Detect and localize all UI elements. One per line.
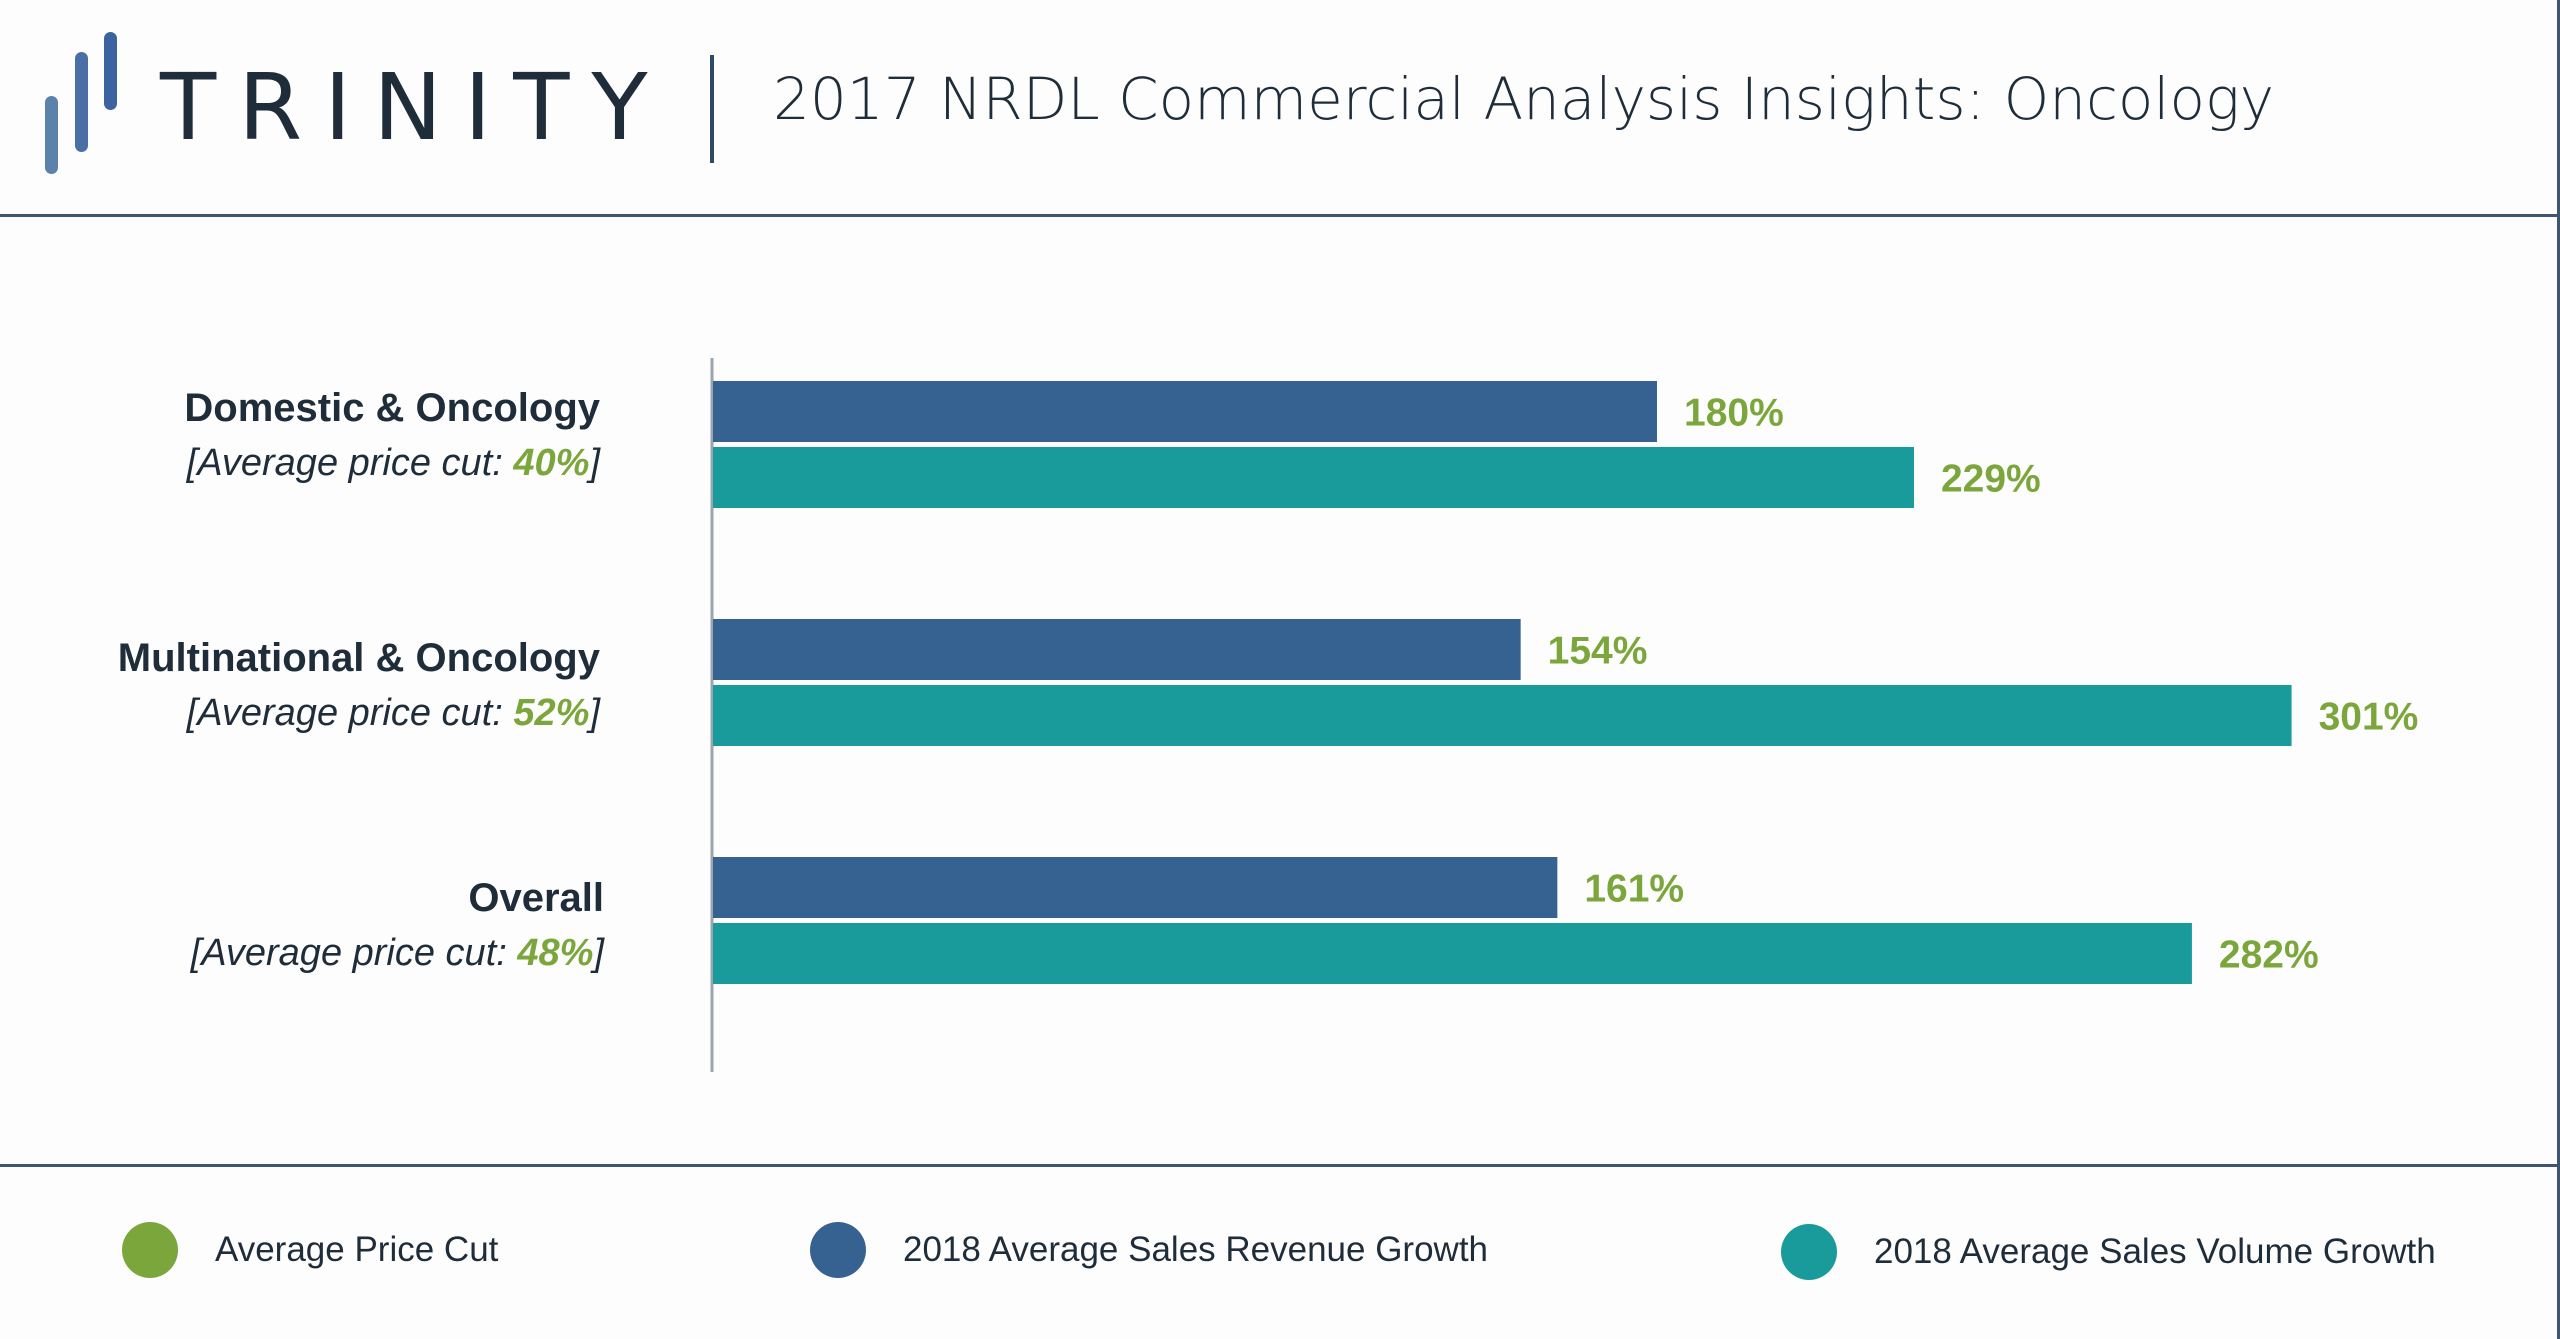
price-cut-suffix: ] [589,692,600,734]
bar-revenue-1 [713,619,1521,680]
price-cut-value: 52% [513,692,590,734]
header-rule [0,214,2560,217]
header-divider [710,55,714,163]
bar-volume-0 [713,447,1914,508]
bar-revenue-0 [713,381,1657,442]
price-cut-prefix: [Average price cut: [186,442,514,484]
category-name: Domestic & Oncology [184,386,600,430]
data-label-volume-1: 301% [2319,696,2419,739]
legend-item-volume-growth: 2018 Average Sales Volume Growth [1781,1224,2436,1280]
category-name: Multinational & Oncology [117,636,600,680]
price-cut-value: 48% [517,932,594,974]
price-cut-suffix: ] [589,442,600,484]
bar-volume-2 [713,923,2192,984]
price-cut-note: [Average price cut: 48%] [191,934,604,972]
legend-label: 2018 Average Sales Volume Growth [1874,1232,2436,1271]
data-label-revenue-1: 154% [1548,630,1648,673]
category-label-multinational: Multinational & Oncology [Average price … [118,638,600,732]
category-label-overall: Overall [Average price cut: 48%] [191,878,604,972]
price-cut-prefix: [Average price cut: [186,692,514,734]
category-label-domestic: Domestic & Oncology [Average price cut: … [184,388,600,482]
logo-bar-medium [75,52,88,152]
page-title: 2017 NRDL Commercial Analysis Insights: … [773,65,2275,133]
logo-bar-tall [104,32,117,110]
price-cut-prefix: [Average price cut: [190,932,518,974]
legend-label: Average Price Cut [215,1230,499,1269]
brand-name: TRINITY [160,54,670,161]
data-label-revenue-0: 180% [1684,392,1784,435]
legend-item-price-cut: Average Price Cut [122,1222,498,1278]
data-label-volume-2: 282% [2219,934,2319,977]
logo-bar-short [45,96,58,174]
bar-volume-1 [713,685,2292,746]
legend-dot-icon [1781,1224,1837,1280]
data-label-volume-0: 229% [1941,458,2041,501]
footer-rule [0,1164,2560,1167]
price-cut-note: [Average price cut: 40%] [184,444,600,482]
legend-dot-icon [810,1222,866,1278]
legend-label: 2018 Average Sales Revenue Growth [903,1230,1489,1269]
bar-revenue-2 [713,857,1558,918]
legend-item-revenue-growth: 2018 Average Sales Revenue Growth [810,1222,1488,1278]
price-cut-note: [Average price cut: 52%] [118,694,600,732]
category-name: Overall [468,876,604,920]
data-label-revenue-2: 161% [1584,868,1684,911]
price-cut-suffix: ] [593,932,604,974]
right-border [2557,0,2560,1339]
legend-dot-icon [122,1222,178,1278]
price-cut-value: 40% [513,442,590,484]
